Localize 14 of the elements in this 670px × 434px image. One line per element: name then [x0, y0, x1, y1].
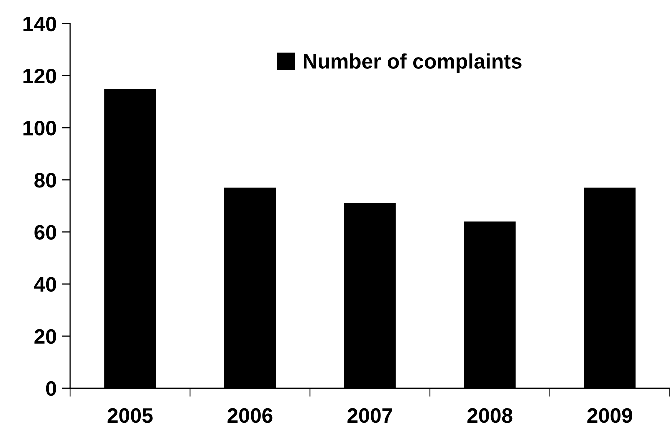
legend-label: Number of complaints	[304, 54, 522, 74]
x-tick-label: 2009	[588, 408, 632, 424]
y-tick-label: 40	[34, 277, 56, 292]
y-tick-label: 100	[24, 121, 56, 136]
y-tick-label: 80	[34, 173, 56, 188]
x-tick-label: 2006	[228, 408, 273, 424]
x-tick-label: 2007	[348, 408, 392, 424]
x-tick-label: 2008	[468, 408, 513, 424]
x-tick-label: 2005	[108, 408, 153, 424]
y-tick-label: 60	[34, 225, 56, 240]
y-tick-label: 20	[34, 329, 56, 344]
y-tick-label: 120	[24, 68, 56, 84]
y-tick-label: 0	[46, 381, 56, 396]
y-tick-label: 140	[24, 16, 56, 32]
